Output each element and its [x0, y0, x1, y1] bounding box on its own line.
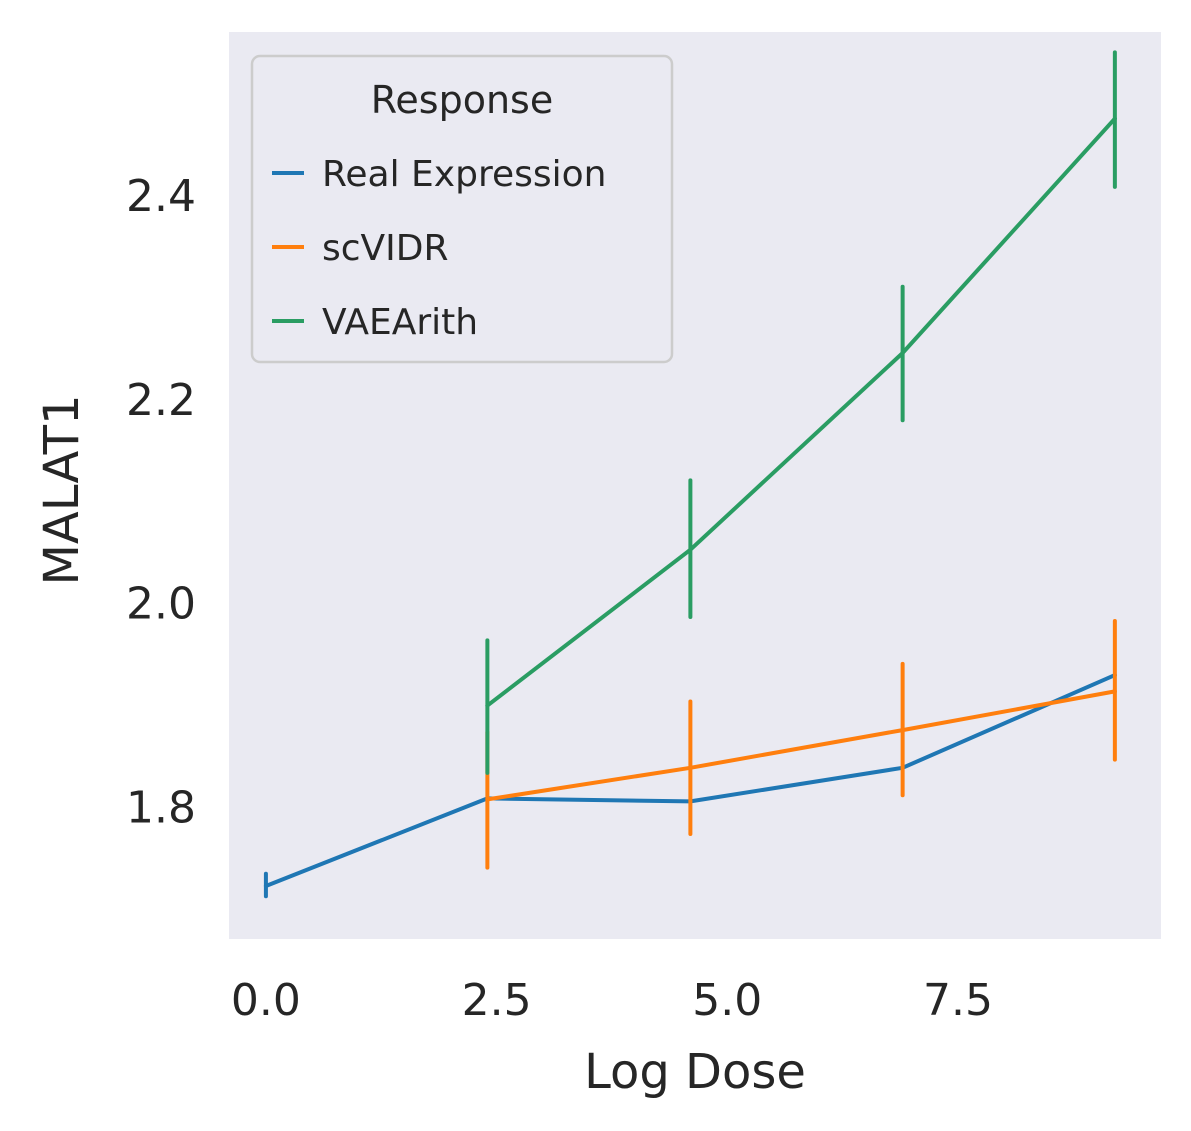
legend-box [250, 54, 674, 364]
legend-label: scVIDR [322, 228, 449, 269]
y-tick-label: 2.4 [126, 171, 196, 222]
legend-entries: Real Expression scVIDR VAEArith [272, 154, 606, 343]
series-line [485, 116, 1117, 708]
legend-label: Real Expression [322, 154, 606, 195]
y-axis-label: MALAT1 [34, 394, 90, 585]
series-vaearith [485, 50, 1117, 775]
y-tick-label: 2.2 [126, 375, 196, 426]
x-tick-label: 2.5 [462, 975, 532, 1026]
legend-entry: Real Expression [272, 154, 606, 195]
series-layer [263, 50, 1117, 899]
legend-entry: scVIDR [272, 228, 449, 269]
series-scvidr [485, 619, 1117, 870]
x-axis-ticks: 0.0 2.5 5.0 7.5 [231, 975, 993, 1026]
series-line [485, 689, 1117, 802]
legend-label: VAEArith [322, 302, 478, 343]
legend: Response Real Expression scVIDR VAEArith [250, 54, 674, 364]
x-tick-label: 0.0 [231, 975, 301, 1026]
x-tick-label: 5.0 [692, 975, 762, 1026]
y-tick-label: 1.8 [126, 783, 196, 834]
x-tick-label: 7.5 [923, 975, 993, 1026]
y-tick-label: 2.0 [126, 579, 196, 630]
legend-title: Response [371, 78, 554, 122]
x-axis-label: Log Dose [584, 1044, 806, 1100]
y-axis-ticks: 1.8 2.0 2.2 2.4 [126, 171, 196, 833]
legend-entry: VAEArith [272, 302, 478, 343]
